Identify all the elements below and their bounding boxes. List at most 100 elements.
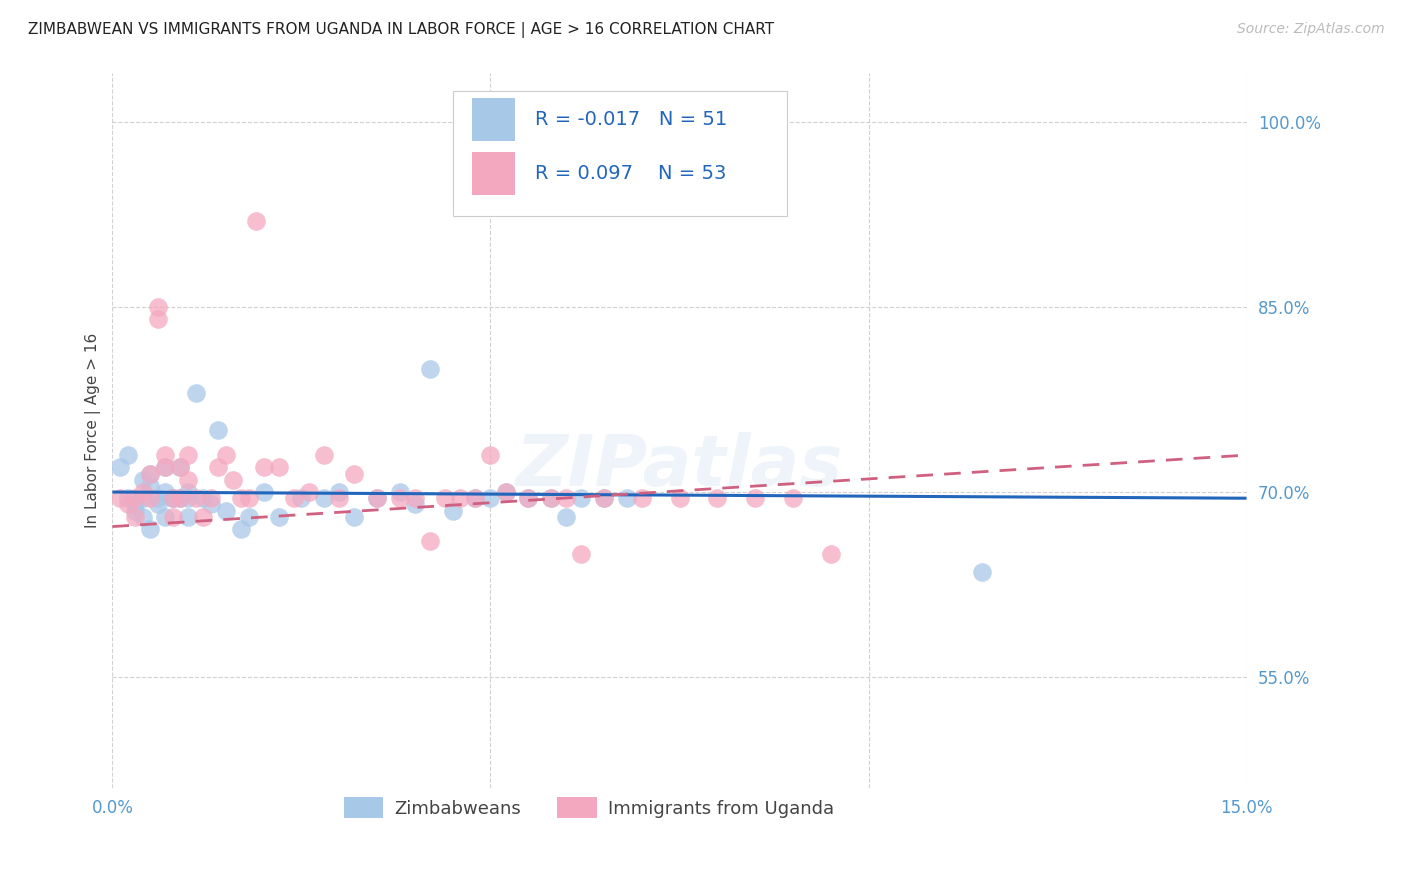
Point xyxy=(139,467,162,481)
Point xyxy=(283,491,305,506)
Point xyxy=(668,491,690,506)
Point xyxy=(124,509,146,524)
Text: Source: ZipAtlas.com: Source: ZipAtlas.com xyxy=(1237,22,1385,37)
Point xyxy=(388,491,411,506)
Point xyxy=(238,491,260,506)
Point xyxy=(328,485,350,500)
Point xyxy=(404,497,426,511)
Point xyxy=(117,491,139,506)
Point xyxy=(124,491,146,506)
Point xyxy=(290,491,312,506)
Point xyxy=(449,491,471,506)
Text: ZIMBABWEAN VS IMMIGRANTS FROM UGANDA IN LABOR FORCE | AGE > 16 CORRELATION CHART: ZIMBABWEAN VS IMMIGRANTS FROM UGANDA IN … xyxy=(28,22,775,38)
Point xyxy=(434,491,457,506)
FancyBboxPatch shape xyxy=(453,91,787,216)
Point xyxy=(517,491,540,506)
Point xyxy=(184,386,207,401)
Point xyxy=(593,491,616,506)
Point xyxy=(464,491,486,506)
Point xyxy=(177,448,200,462)
Point xyxy=(155,448,177,462)
Point xyxy=(419,534,441,549)
Text: R = -0.017   N = 51: R = -0.017 N = 51 xyxy=(536,110,728,129)
Point xyxy=(970,565,993,579)
Point xyxy=(162,491,184,506)
Point xyxy=(162,509,184,524)
Point xyxy=(314,491,336,506)
Point xyxy=(540,491,562,506)
Point xyxy=(131,485,153,500)
Point xyxy=(200,497,222,511)
Point xyxy=(191,509,214,524)
Point xyxy=(222,473,245,487)
Point xyxy=(131,509,153,524)
Point xyxy=(495,485,517,500)
Legend: Zimbabweans, Immigrants from Uganda: Zimbabweans, Immigrants from Uganda xyxy=(336,790,841,825)
FancyBboxPatch shape xyxy=(472,152,515,194)
Point xyxy=(630,491,652,506)
Point xyxy=(146,491,169,506)
Point xyxy=(162,491,184,506)
Text: ZIPatlas: ZIPatlas xyxy=(516,432,844,500)
Point xyxy=(117,497,139,511)
Point xyxy=(441,503,464,517)
Point xyxy=(177,473,200,487)
Point xyxy=(343,509,366,524)
Point xyxy=(169,460,191,475)
Point xyxy=(706,491,728,506)
Point xyxy=(184,491,207,506)
Point xyxy=(517,491,540,506)
Point xyxy=(555,509,578,524)
Point xyxy=(569,491,592,506)
Point xyxy=(169,491,191,506)
Point xyxy=(155,460,177,475)
Point xyxy=(253,485,276,500)
FancyBboxPatch shape xyxy=(472,98,515,141)
Point xyxy=(146,312,169,326)
Point xyxy=(388,485,411,500)
Point xyxy=(139,479,162,493)
Point xyxy=(215,503,238,517)
Point xyxy=(343,467,366,481)
Text: R = 0.097    N = 53: R = 0.097 N = 53 xyxy=(536,163,727,183)
Point xyxy=(177,509,200,524)
Point xyxy=(229,522,252,536)
Point xyxy=(108,460,131,475)
Point xyxy=(267,509,290,524)
Point xyxy=(200,491,222,506)
Point xyxy=(820,547,842,561)
Point xyxy=(155,460,177,475)
Point xyxy=(207,460,229,475)
Point xyxy=(245,214,267,228)
Point xyxy=(169,460,191,475)
Point xyxy=(177,491,200,506)
Point xyxy=(229,491,252,506)
Point xyxy=(479,491,502,506)
Point xyxy=(593,491,616,506)
Point xyxy=(215,448,238,462)
Point xyxy=(495,485,517,500)
Point xyxy=(162,491,184,506)
Point xyxy=(131,473,153,487)
Point xyxy=(464,491,486,506)
Point xyxy=(131,491,153,506)
Point xyxy=(177,485,200,500)
Point xyxy=(616,491,638,506)
Point xyxy=(146,300,169,314)
Point xyxy=(366,491,388,506)
Point xyxy=(139,491,162,506)
Point xyxy=(479,448,502,462)
Point xyxy=(314,448,336,462)
Point xyxy=(139,467,162,481)
Point xyxy=(366,491,388,506)
Point xyxy=(744,491,766,506)
Point xyxy=(146,497,169,511)
Point xyxy=(169,491,191,506)
Y-axis label: In Labor Force | Age > 16: In Labor Force | Age > 16 xyxy=(86,333,101,528)
Point xyxy=(540,491,562,506)
Point xyxy=(207,424,229,438)
Point xyxy=(108,491,131,506)
Point xyxy=(569,547,592,561)
Point xyxy=(139,522,162,536)
Point xyxy=(555,491,578,506)
